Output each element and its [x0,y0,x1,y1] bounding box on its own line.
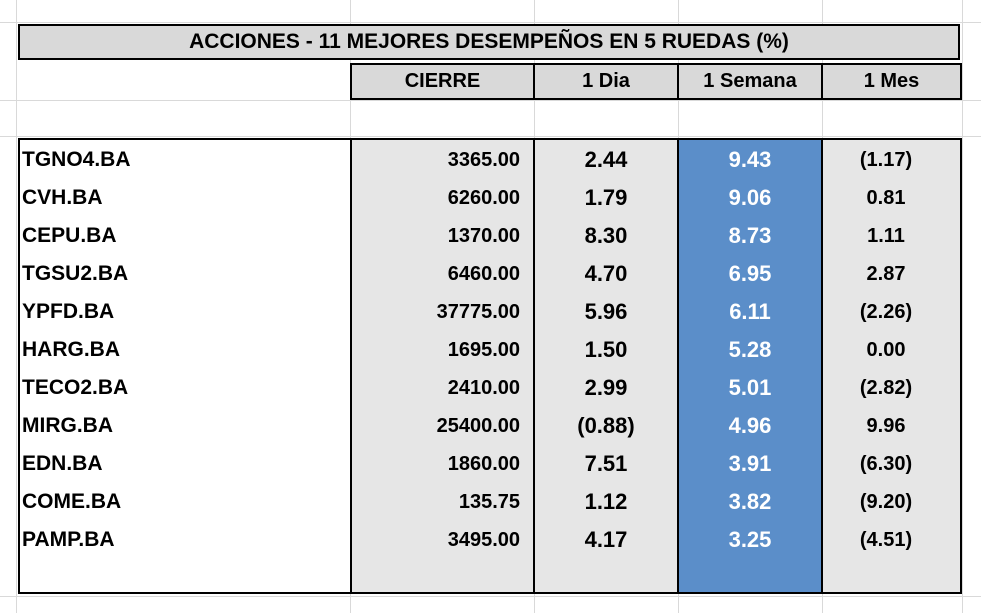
semana-column-highlight [677,138,823,594]
mes-cell: (1.17) [859,148,913,171]
gridline [0,596,981,597]
cierre-cell: 6460.00 [447,262,520,285]
semana-cell: 5.28 [728,337,772,362]
gridline [0,22,981,23]
semana-cell: 3.91 [728,451,772,476]
cierre-cell: 25400.00 [436,414,520,437]
header-cierre: CIERRE [350,63,535,100]
dia-cell: 2.44 [584,147,628,172]
dia-column [533,138,679,594]
dia-cell: 4.17 [584,527,628,552]
mes-cell: (2.82) [859,376,913,399]
semana-cell: 8.73 [728,223,772,248]
mes-cell: (9.20) [859,490,913,513]
semana-cell: 9.43 [728,147,772,172]
ticker-cell: CVH.BA [22,186,103,209]
cierre-cell: 1695.00 [447,338,520,361]
mes-cell: (4.51) [859,528,913,551]
cierre-cell: 1860.00 [447,452,520,475]
dia-cell: 7.51 [584,451,628,476]
mes-cell: 0.81 [866,186,906,209]
gridline [0,136,981,137]
cierre-column [350,138,535,594]
dia-cell: 1.79 [584,185,628,210]
ticker-cell: PAMP.BA [22,528,115,551]
ticker-cell: COME.BA [22,490,122,513]
dia-cell: (0.88) [577,413,635,438]
cierre-cell: 1370.00 [447,224,520,247]
dia-cell: 4.70 [584,261,628,286]
cierre-cell: 135.75 [458,490,520,513]
dia-cell: 8.30 [584,223,628,248]
cierre-cell: 2410.00 [447,376,520,399]
dia-cell: 1.12 [584,489,628,514]
mes-cell: (6.30) [859,452,913,475]
mes-cell: (2.26) [859,300,913,323]
cierre-cell: 3495.00 [447,528,520,551]
mes-cell: 2.87 [866,262,906,285]
semana-cell: 3.82 [728,489,772,514]
table-title: ACCIONES - 11 MEJORES DESEMPEÑOS EN 5 RU… [18,24,960,60]
mes-cell: 1.11 [867,224,905,247]
ticker-cell: YPFD.BA [22,300,115,323]
gridline [962,0,963,613]
header-1-dia: 1 Dia [533,63,679,100]
ticker-cell: TGNO4.BA [22,148,131,171]
semana-cell: 3.25 [728,527,772,552]
semana-cell: 5.01 [728,375,772,400]
ticker-cell: MIRG.BA [22,414,113,437]
header-1-mes: 1 Mes [821,63,962,100]
header-1-semana: 1 Semana [677,63,823,100]
semana-cell: 6.11 [729,299,771,324]
semana-cell: 6.95 [728,261,772,286]
gridline [0,100,981,101]
cierre-cell: 3365.00 [447,148,520,171]
semana-cell: 9.06 [728,185,772,210]
mes-cell: 0.00 [866,338,906,361]
ticker-cell: TGSU2.BA [22,262,129,285]
dia-cell: 2.99 [584,375,628,400]
ticker-cell: TECO2.BA [22,376,129,399]
mes-cell: 9.96 [866,414,906,437]
cierre-cell: 6260.00 [447,186,520,209]
gridline [16,0,17,613]
ticker-column [18,138,352,594]
cierre-cell: 37775.00 [436,300,520,323]
semana-cell: 4.96 [728,413,772,438]
ticker-cell: EDN.BA [22,452,103,475]
ticker-cell: HARG.BA [22,338,120,361]
mes-column [821,138,962,594]
dia-cell: 5.96 [584,299,628,324]
dia-cell: 1.50 [584,337,628,362]
ticker-cell: CEPU.BA [22,224,117,247]
